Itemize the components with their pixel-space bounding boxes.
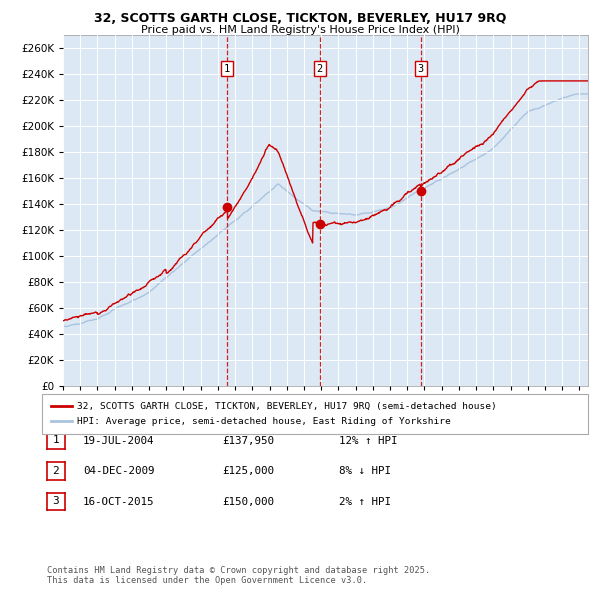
Text: £137,950: £137,950 — [222, 436, 274, 445]
Text: £150,000: £150,000 — [222, 497, 274, 507]
Text: 32, SCOTTS GARTH CLOSE, TICKTON, BEVERLEY, HU17 9RQ (semi-detached house): 32, SCOTTS GARTH CLOSE, TICKTON, BEVERLE… — [77, 402, 497, 411]
Text: 3: 3 — [52, 497, 59, 506]
Text: 2: 2 — [52, 466, 59, 476]
Text: Price paid vs. HM Land Registry's House Price Index (HPI): Price paid vs. HM Land Registry's House … — [140, 25, 460, 35]
Text: 1: 1 — [224, 64, 230, 74]
Text: 04-DEC-2009: 04-DEC-2009 — [83, 467, 154, 476]
Text: 3: 3 — [418, 64, 424, 74]
Text: 1: 1 — [52, 435, 59, 445]
Text: 32, SCOTTS GARTH CLOSE, TICKTON, BEVERLEY, HU17 9RQ: 32, SCOTTS GARTH CLOSE, TICKTON, BEVERLE… — [94, 12, 506, 25]
Text: 2: 2 — [317, 64, 323, 74]
Text: 8% ↓ HPI: 8% ↓ HPI — [339, 467, 391, 476]
Text: 2% ↑ HPI: 2% ↑ HPI — [339, 497, 391, 507]
Text: 16-OCT-2015: 16-OCT-2015 — [83, 497, 154, 507]
Text: 12% ↑ HPI: 12% ↑ HPI — [339, 436, 397, 445]
Text: HPI: Average price, semi-detached house, East Riding of Yorkshire: HPI: Average price, semi-detached house,… — [77, 417, 451, 425]
Text: Contains HM Land Registry data © Crown copyright and database right 2025.
This d: Contains HM Land Registry data © Crown c… — [47, 566, 430, 585]
Text: 19-JUL-2004: 19-JUL-2004 — [83, 436, 154, 445]
Text: £125,000: £125,000 — [222, 467, 274, 476]
